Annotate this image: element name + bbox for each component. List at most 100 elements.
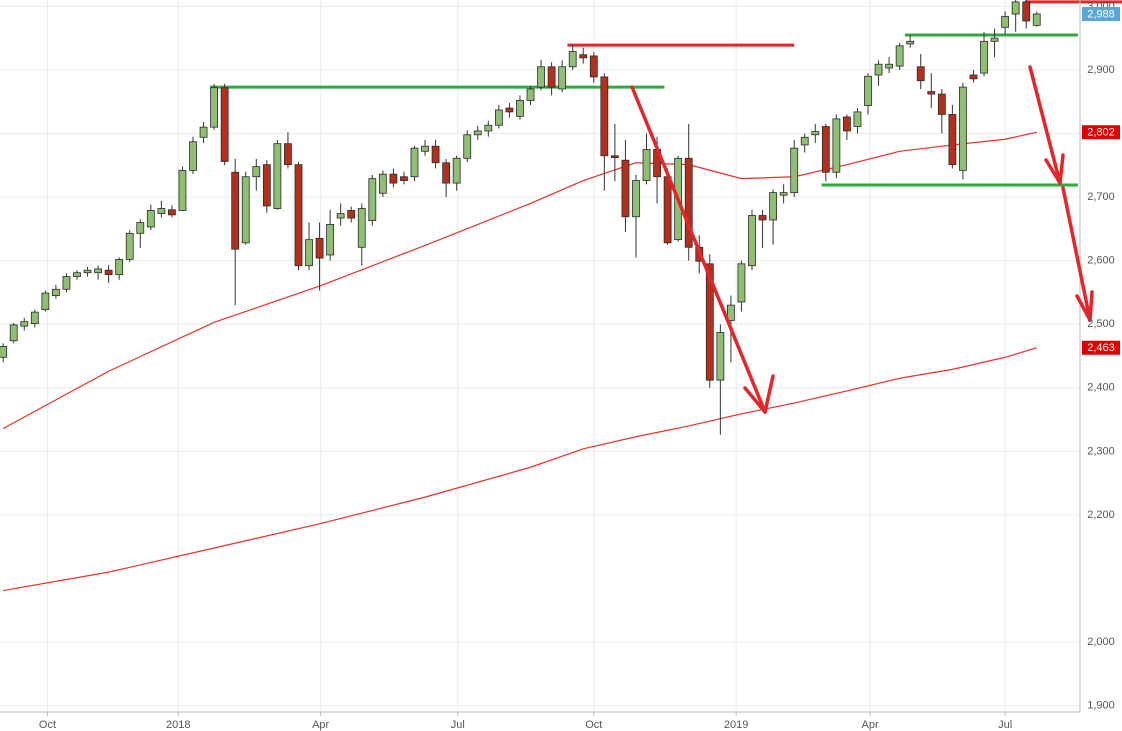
candle-body	[41, 292, 50, 310]
candle-body	[241, 176, 250, 244]
y-tick-label: 2,300	[1087, 445, 1115, 457]
candle-body	[73, 272, 81, 277]
candle-body	[357, 208, 366, 248]
candle-body	[168, 209, 176, 216]
candle-body	[769, 192, 777, 221]
candle-body	[663, 176, 672, 244]
candle-body	[579, 54, 588, 59]
candle-body	[315, 237, 324, 259]
candle-body	[20, 321, 29, 327]
candle-body	[231, 171, 240, 250]
arrows	[630, 65, 1094, 414]
candle-body	[937, 93, 946, 115]
grid	[0, 0, 1080, 712]
candle-body	[980, 40, 988, 74]
candle-body	[916, 66, 925, 82]
candle-body	[558, 66, 567, 90]
candle-body	[421, 145, 429, 152]
candle-body	[0, 346, 8, 358]
candle-body	[146, 210, 155, 228]
candle-body	[1001, 16, 1010, 28]
candle-body	[779, 192, 788, 196]
y-tick-label: 2,700	[1087, 191, 1115, 203]
candle-body	[157, 208, 166, 214]
candle-body	[537, 66, 545, 88]
arrow-head	[1075, 294, 1092, 322]
candle-body	[326, 224, 335, 256]
candle-body	[959, 86, 967, 171]
y-tick-label: 2,900	[1087, 64, 1115, 76]
labels: 1,900 2,000 2,200 2,300 2,400 2,500 2,600 2,700…	[39, 0, 1120, 731]
arrow-head	[1088, 290, 1094, 322]
candle-body	[30, 311, 39, 324]
candle-body	[210, 87, 219, 128]
candle-body	[305, 239, 313, 267]
candle-body	[484, 124, 493, 132]
candle-body	[526, 88, 535, 101]
x-tick-label: Apr	[862, 719, 879, 731]
candle-body	[853, 111, 862, 127]
candle-body	[969, 74, 978, 80]
candle-body	[473, 130, 482, 136]
candle-body	[632, 180, 640, 218]
candle-body	[220, 87, 229, 162]
candle-body	[621, 159, 630, 218]
x-tick-label: 2019	[724, 719, 748, 731]
candle-body	[811, 131, 820, 136]
price-label: 2,463	[1087, 342, 1115, 354]
candle-body	[864, 75, 872, 106]
candle-body	[336, 213, 345, 219]
x-tick-label: Oct	[585, 719, 602, 731]
candle-body	[642, 148, 651, 181]
candle-body	[684, 157, 693, 248]
candle-body	[494, 109, 503, 126]
x-tick-label: Jul	[451, 719, 465, 731]
candle-body	[273, 143, 282, 209]
candle-body	[1022, 1, 1031, 22]
price-label: 2,802	[1087, 127, 1115, 139]
x-tick-label: Jul	[998, 719, 1012, 731]
arrow-head	[1044, 158, 1062, 185]
candle-body	[410, 147, 419, 178]
candle-body	[610, 155, 619, 159]
candle-body	[284, 143, 292, 166]
candle-body	[9, 324, 18, 342]
candle-body	[832, 118, 841, 173]
candle-body	[83, 269, 92, 274]
candle-body	[600, 76, 609, 157]
candle-body	[136, 222, 145, 234]
candle-body	[948, 114, 957, 166]
candle-body	[547, 66, 556, 88]
candle-body	[125, 232, 134, 260]
candle-body	[442, 162, 451, 184]
candle-body	[758, 215, 767, 221]
y-tick-label: 2,400	[1087, 382, 1115, 394]
candle-body	[990, 37, 999, 42]
candle-body	[294, 164, 303, 267]
arrow-head	[743, 386, 767, 414]
y-tick-label: 2,500	[1087, 318, 1115, 330]
candle-body	[368, 178, 377, 221]
candle-body	[51, 288, 60, 297]
candle-body	[62, 276, 71, 290]
candle-body	[189, 141, 197, 171]
y-tick-label: 2,000	[1087, 636, 1115, 648]
candle-body	[895, 45, 904, 67]
candle-body	[748, 215, 756, 267]
arrow-head	[1058, 153, 1065, 185]
candle-body	[874, 63, 883, 76]
candle-body	[716, 332, 725, 381]
candle-body	[737, 263, 746, 303]
x-tick-label: Apr	[312, 719, 329, 731]
price-label-box	[1082, 340, 1120, 355]
x-tick-label: Oct	[39, 719, 56, 731]
candle-body	[505, 107, 514, 113]
candle-body	[347, 210, 356, 219]
y-tick-label: 1,900	[1087, 700, 1115, 712]
candle-body	[885, 63, 894, 69]
candle-body	[400, 176, 408, 181]
moving-average	[3, 347, 1037, 592]
candle-body	[1032, 13, 1041, 26]
